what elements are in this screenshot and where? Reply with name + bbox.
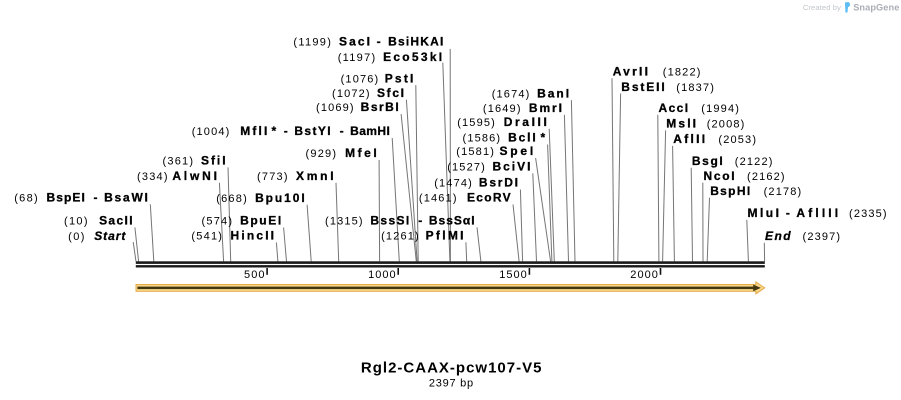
svg-text:AlwNI: AlwNI [172,169,219,183]
svg-text:AccI: AccI [659,101,690,115]
svg-text:BmrI: BmrI [529,101,564,115]
svg-text:(1581): (1581) [456,146,495,158]
svg-text:(1649): (1649) [483,103,522,115]
svg-text:(1461): (1461) [419,193,458,205]
svg-text:Eco53kI: Eco53kI [383,50,444,64]
svg-text:(2162): (2162) [747,171,786,183]
svg-text:SfiI: SfiI [201,154,228,168]
svg-text:(334): (334) [137,171,169,183]
svg-text:BpuEI: BpuEI [240,214,283,228]
svg-text:NcoI: NcoI [704,169,737,183]
svg-text:(1315): (1315) [325,216,364,228]
svg-text:(1197): (1197) [338,52,377,64]
svg-text:(68): (68) [14,193,39,205]
svg-text:(1072): (1072) [332,88,371,100]
svg-text:(1595): (1595) [457,117,496,129]
svg-text:BsrDI: BsrDI [479,176,520,190]
svg-text:(1822): (1822) [663,67,702,79]
svg-text:BanI: BanI [537,86,571,100]
svg-text:(2397): (2397) [803,231,842,243]
svg-text:(1069): (1069) [316,102,355,114]
svg-text:AflII: AflII [673,132,707,146]
svg-text:DraIII: DraIII [504,115,550,129]
svg-text:PstI: PstI [385,71,416,85]
svg-text:AvrII: AvrII [613,65,651,79]
svg-text:BstEII: BstEII [621,80,666,94]
svg-text:(668): (668) [216,193,248,205]
svg-text:1500: 1500 [499,269,528,281]
svg-text:(1004): (1004) [192,126,231,138]
svg-text:End: End [765,229,792,243]
svg-text:500: 500 [244,269,266,281]
svg-text:(1586): (1586) [463,133,502,145]
svg-text:(2008): (2008) [707,119,746,131]
svg-text:Created by: Created by [803,3,841,12]
svg-text:EcoRV: EcoRV [467,191,512,205]
svg-text:(0): (0) [68,231,86,243]
svg-text:SnapGene: SnapGene [853,2,899,12]
svg-text:(574): (574) [202,216,234,228]
svg-text:Rgl2-CAAX-pcw107-V5: Rgl2-CAAX-pcw107-V5 [361,359,543,376]
svg-text:2397 bp: 2397 bp [429,378,474,390]
svg-text:BciVI: BciVI [492,160,532,174]
svg-text:MslI: MslI [666,117,698,131]
svg-text:XmnI: XmnI [296,169,336,183]
svg-text:(929): (929) [306,148,338,160]
svg-text:SpeI: SpeI [499,144,536,158]
svg-text:Bpu10I: Bpu10I [255,191,307,205]
svg-text:Start: Start [94,229,126,243]
svg-text:BssSI-BssSαI: BssSI - BssSαI [370,214,475,228]
svg-text:(2178): (2178) [764,186,803,198]
svg-text:MfeI: MfeI [345,146,379,160]
svg-text:MflI*-BstYI-BamHI: MflI * - BstYI - BamHI [240,124,390,138]
svg-text:BsrBI: BsrBI [361,100,401,114]
svg-text:HincII: HincII [231,229,277,243]
svg-text:MluI-AflIII: MluI - AflIII [748,206,842,220]
svg-text:(1994): (1994) [701,103,740,115]
svg-text:BspEI-BsaWI: BspEI - BsaWI [46,191,149,205]
svg-text:(1837): (1837) [676,82,715,94]
svg-text:(1474): (1474) [434,178,473,190]
svg-text:1000: 1000 [368,269,397,281]
svg-text:BclI*: BclI * [508,131,545,145]
svg-text:(2335): (2335) [849,208,888,220]
svg-text:SacI-BsiHKAI: SacI - BsiHKAI [339,34,445,48]
svg-text:(541): (541) [191,231,223,243]
svg-text:(361): (361) [163,156,195,168]
svg-text:(2122): (2122) [735,156,774,168]
svg-text:2000: 2000 [630,269,659,281]
svg-text:(1076): (1076) [341,73,380,85]
svg-text:(1527): (1527) [447,162,486,174]
svg-text:PflMI: PflMI [426,229,466,243]
svg-text:SfcI: SfcI [377,86,406,100]
svg-text:(773): (773) [257,171,289,183]
svg-text:(2053): (2053) [718,134,757,146]
svg-text:(1674): (1674) [492,88,531,100]
svg-text:(10): (10) [64,216,89,228]
svg-text:(1199): (1199) [293,36,332,48]
svg-text:SacII: SacII [99,214,134,228]
svg-text:BspHI: BspHI [710,184,751,198]
svg-text:BsgI: BsgI [692,154,724,168]
svg-text:(1261): (1261) [381,231,420,243]
